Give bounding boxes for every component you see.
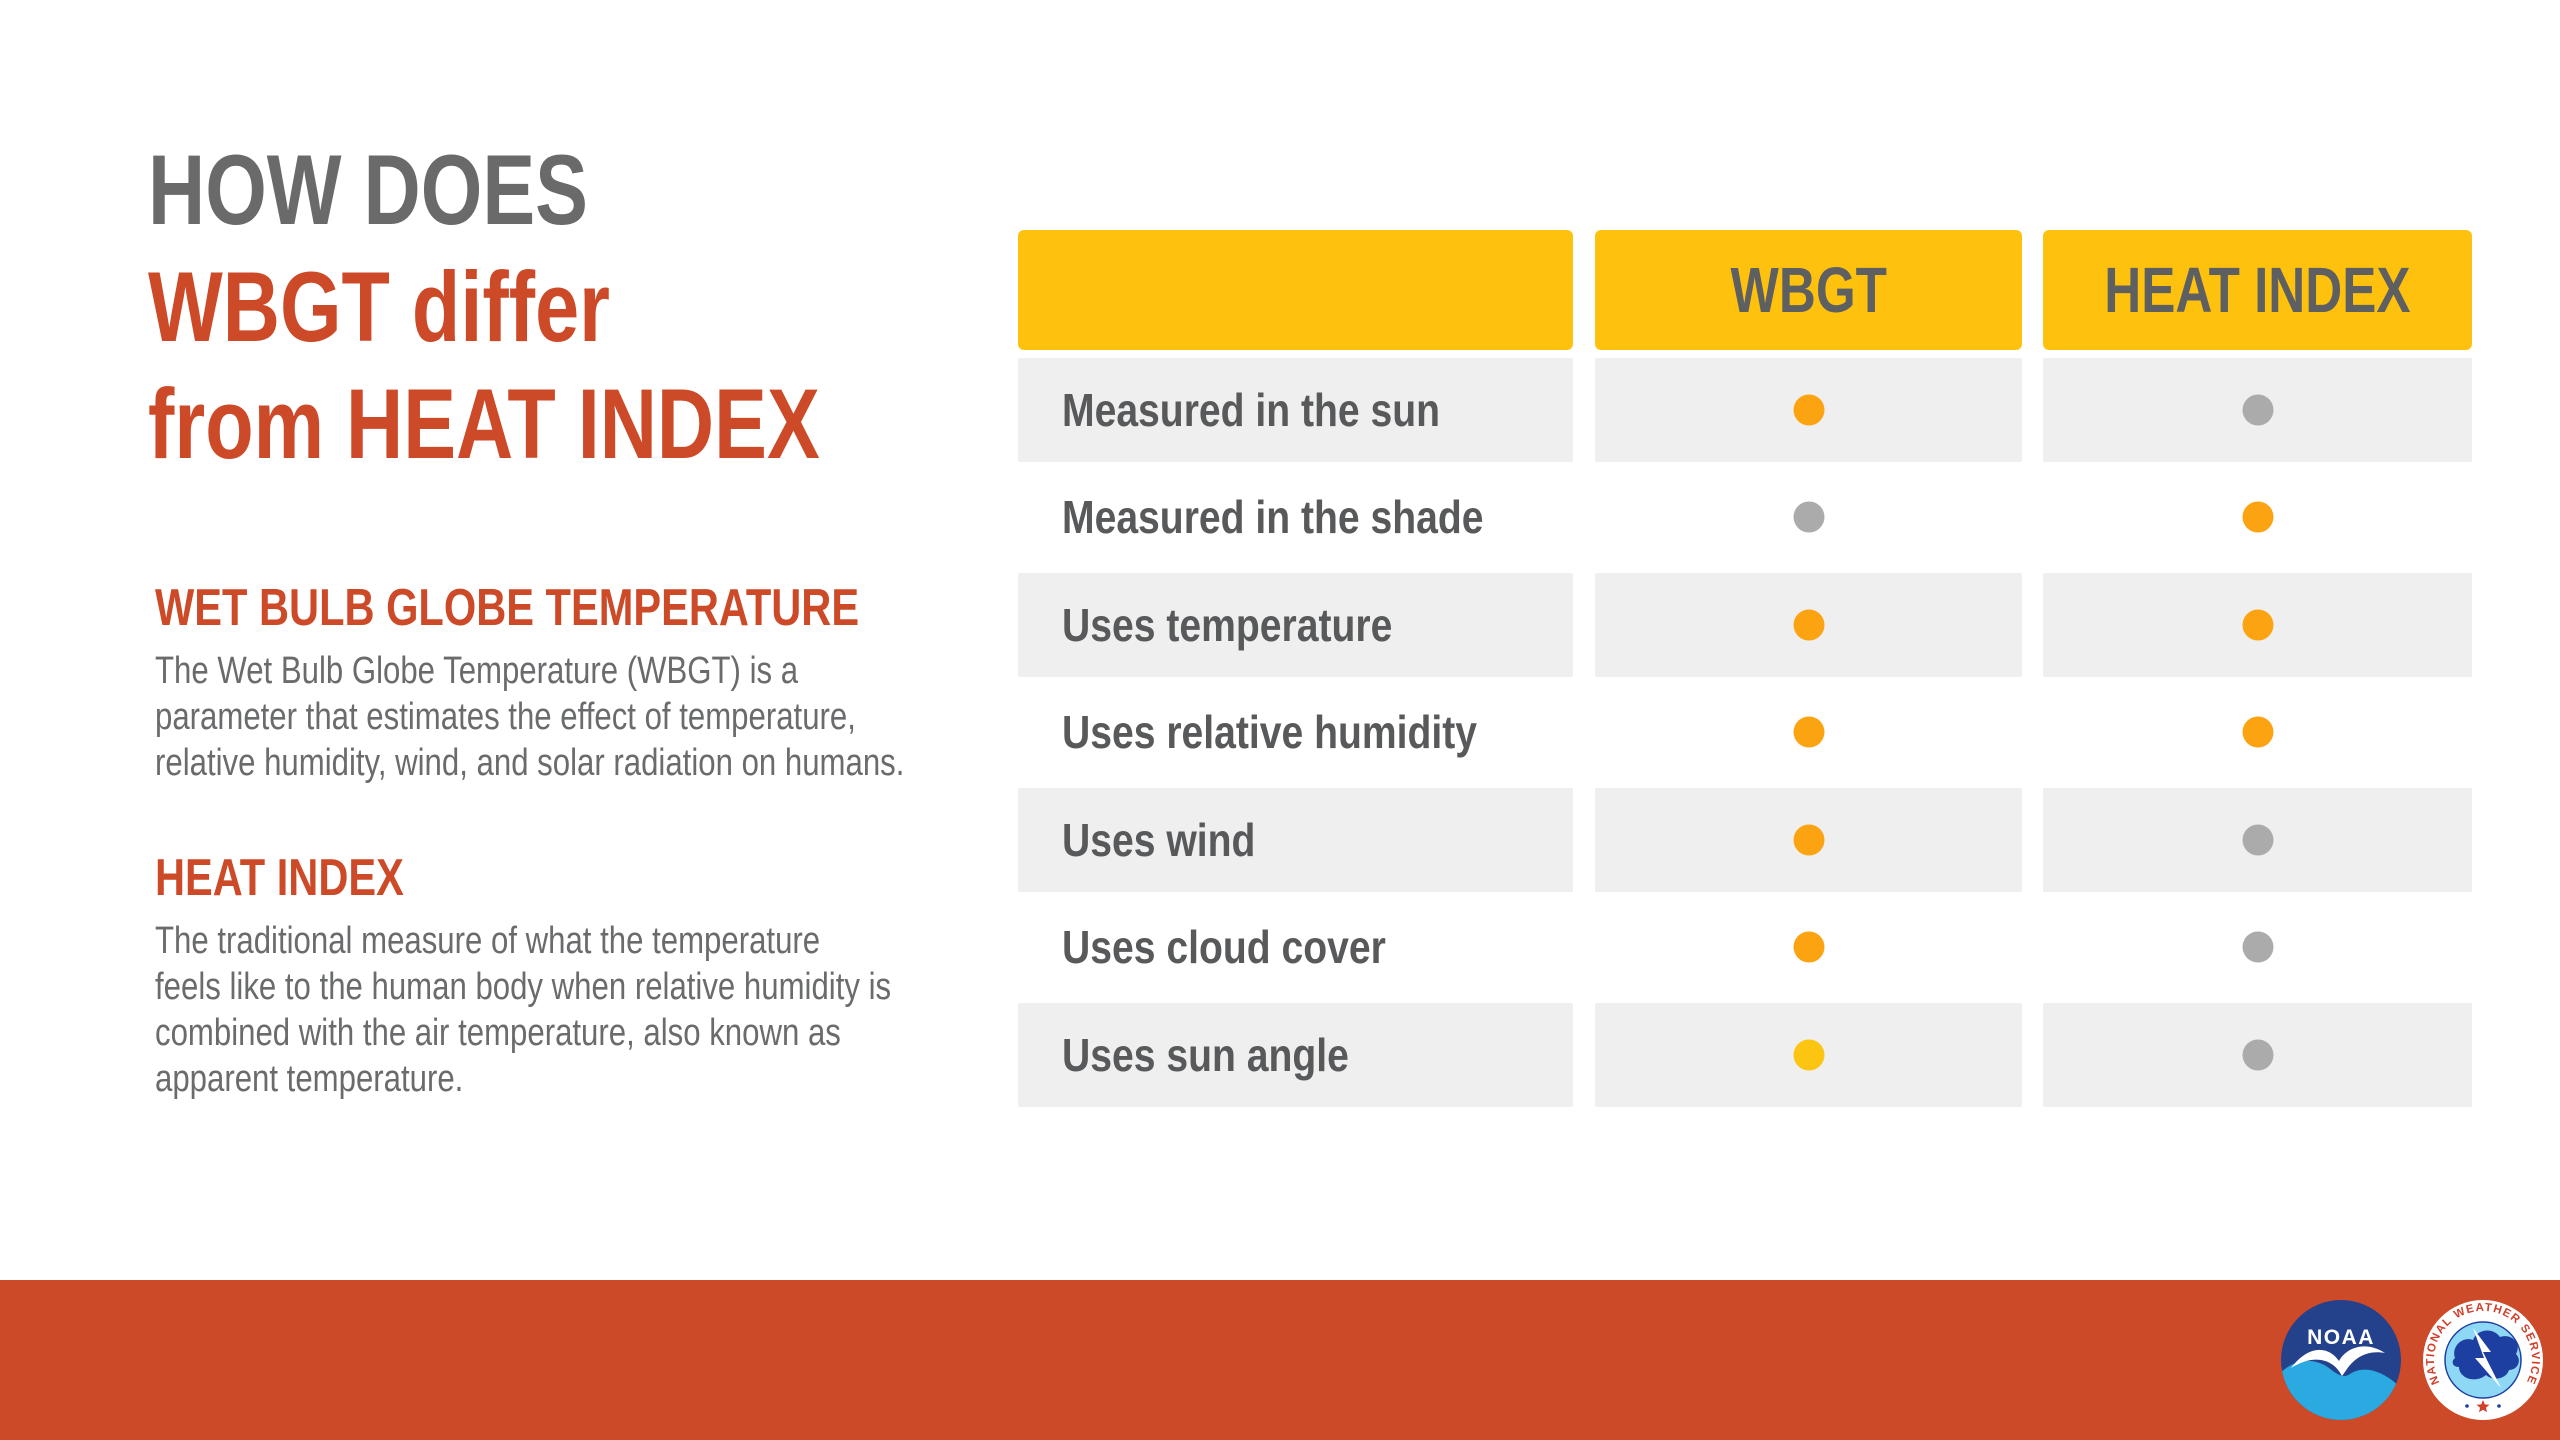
table-cell-wbgt xyxy=(1595,358,2022,462)
nws-cloud-map-icon xyxy=(2452,1330,2519,1380)
heat-index-dot xyxy=(2242,394,2273,426)
row-label-text: Uses temperature xyxy=(1062,599,1393,651)
table-cell-heat-index xyxy=(2043,788,2472,892)
table-header-wbgt-label: WBGT xyxy=(1730,254,1887,326)
table-cell-wbgt xyxy=(1595,680,2022,784)
row-label-text: Uses relative humidity xyxy=(1062,706,1478,758)
table-header-heat-index-label: HEAT INDEX xyxy=(2104,254,2411,326)
table-header-wbgt: WBGT xyxy=(1595,230,2022,350)
row-label-text: Measured in the shade xyxy=(1062,491,1484,543)
heat-index-dot xyxy=(2242,931,2273,963)
wbgt-definition-body: The Wet Bulb Globe Temperature (WBGT) is… xyxy=(155,650,905,784)
nws-lightning-icon xyxy=(2473,1328,2501,1388)
wbgt-dot xyxy=(1793,931,1824,963)
wbgt-dot xyxy=(1793,1039,1824,1071)
wbgt-dot xyxy=(1793,824,1824,856)
table-header-heat-index: HEAT INDEX xyxy=(2043,230,2472,350)
table-cell-wbgt xyxy=(1595,573,2022,677)
table-row-label: Uses sun angle xyxy=(1018,1003,1573,1107)
row-label-text: Uses wind xyxy=(1062,814,1256,866)
table-cell-wbgt xyxy=(1595,788,2022,892)
row-label-text: Uses sun angle xyxy=(1062,1029,1349,1081)
title-line-3: from HEAT INDEX xyxy=(148,368,820,479)
table-cell-wbgt xyxy=(1595,1003,2022,1107)
heat-index-dot xyxy=(2242,501,2273,533)
table-header-empty xyxy=(1018,230,1573,350)
title-line-2: WBGT differ xyxy=(148,251,610,362)
footer-bar: NOAA NATIONAL WEATHER SERVICE xyxy=(0,1280,2560,1440)
nws-logo: NATIONAL WEATHER SERVICE xyxy=(2423,1300,2543,1420)
title-line-1: HOW DOES xyxy=(148,134,589,245)
row-label-text: Uses cloud cover xyxy=(1062,921,1386,973)
table-cell-heat-index xyxy=(2043,680,2472,784)
table-cell-heat-index xyxy=(2043,573,2472,677)
heat-index-dot xyxy=(2242,609,2273,641)
table-cell-heat-index xyxy=(2043,358,2472,462)
noaa-wordmark: NOAA xyxy=(2307,1326,2375,1349)
heat-index-dot xyxy=(2242,1039,2273,1071)
heat-index-definition-section: HEAT INDEX The traditional measure of wh… xyxy=(155,848,1155,1102)
table-cell-heat-index xyxy=(2043,465,2472,569)
heat-index-dot xyxy=(2242,716,2273,748)
table-cell-heat-index xyxy=(2043,895,2472,999)
table-row-label: Uses cloud cover xyxy=(1018,895,1573,999)
table-cell-wbgt xyxy=(1595,465,2022,569)
table-cell-wbgt xyxy=(1595,895,2022,999)
heat-index-dot xyxy=(2242,824,2273,856)
table-row-label: Measured in the sun xyxy=(1018,358,1573,462)
nws-stars-icon xyxy=(2465,1400,2501,1413)
row-label-text: Measured in the sun xyxy=(1062,384,1441,436)
heat-index-definition-heading: HEAT INDEX xyxy=(155,849,404,907)
noaa-logo: NOAA xyxy=(2281,1300,2401,1420)
table-row-label: Uses temperature xyxy=(1018,573,1573,677)
table-row-label: Measured in the shade xyxy=(1018,465,1573,569)
table-cell-heat-index xyxy=(2043,1003,2472,1107)
wbgt-definition-section: WET BULB GLOBE TEMPERATURE The Wet Bulb … xyxy=(155,578,1155,786)
table-row-label: Uses wind xyxy=(1018,788,1573,892)
wbgt-definition-heading: WET BULB GLOBE TEMPERATURE xyxy=(155,579,860,637)
wbgt-dot xyxy=(1793,394,1824,426)
wbgt-dot xyxy=(1793,501,1824,533)
page-title: HOW DOES WBGT differ from HEAT INDEX xyxy=(148,131,820,482)
noaa-seagull-icon xyxy=(2291,1346,2385,1376)
heat-index-definition-body: The traditional measure of what the temp… xyxy=(155,920,892,1100)
table-row-label: Uses relative humidity xyxy=(1018,680,1573,784)
wbgt-dot xyxy=(1793,609,1824,641)
wbgt-dot xyxy=(1793,716,1824,748)
